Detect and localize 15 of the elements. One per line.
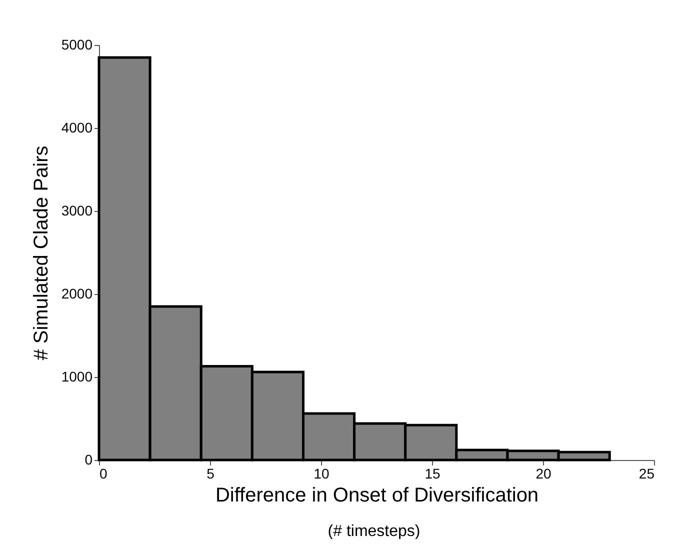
x-tick-label: 0	[100, 466, 108, 482]
text: (# timesteps)	[328, 523, 420, 540]
y-tick-label: 3000	[61, 202, 93, 218]
x-tick-label: 20	[536, 466, 552, 482]
y-tick-label: 2000	[61, 286, 93, 302]
y-tick-label: 4000	[61, 120, 93, 136]
x-tick-label: 25	[638, 466, 655, 482]
x-tick-label: 10	[314, 466, 330, 482]
y-tick-label: 0	[84, 452, 93, 468]
y-tick-label: 5000	[61, 36, 93, 52]
x-tick-label: 15	[424, 466, 440, 482]
y-axis-title: # Simulated Clade Pairs	[30, 146, 52, 360]
x-axis-title: Difference in Onset of Diversification	[215, 484, 539, 506]
x-tick-label: 5	[206, 466, 215, 482]
y-tick-label: 1000	[61, 368, 93, 384]
